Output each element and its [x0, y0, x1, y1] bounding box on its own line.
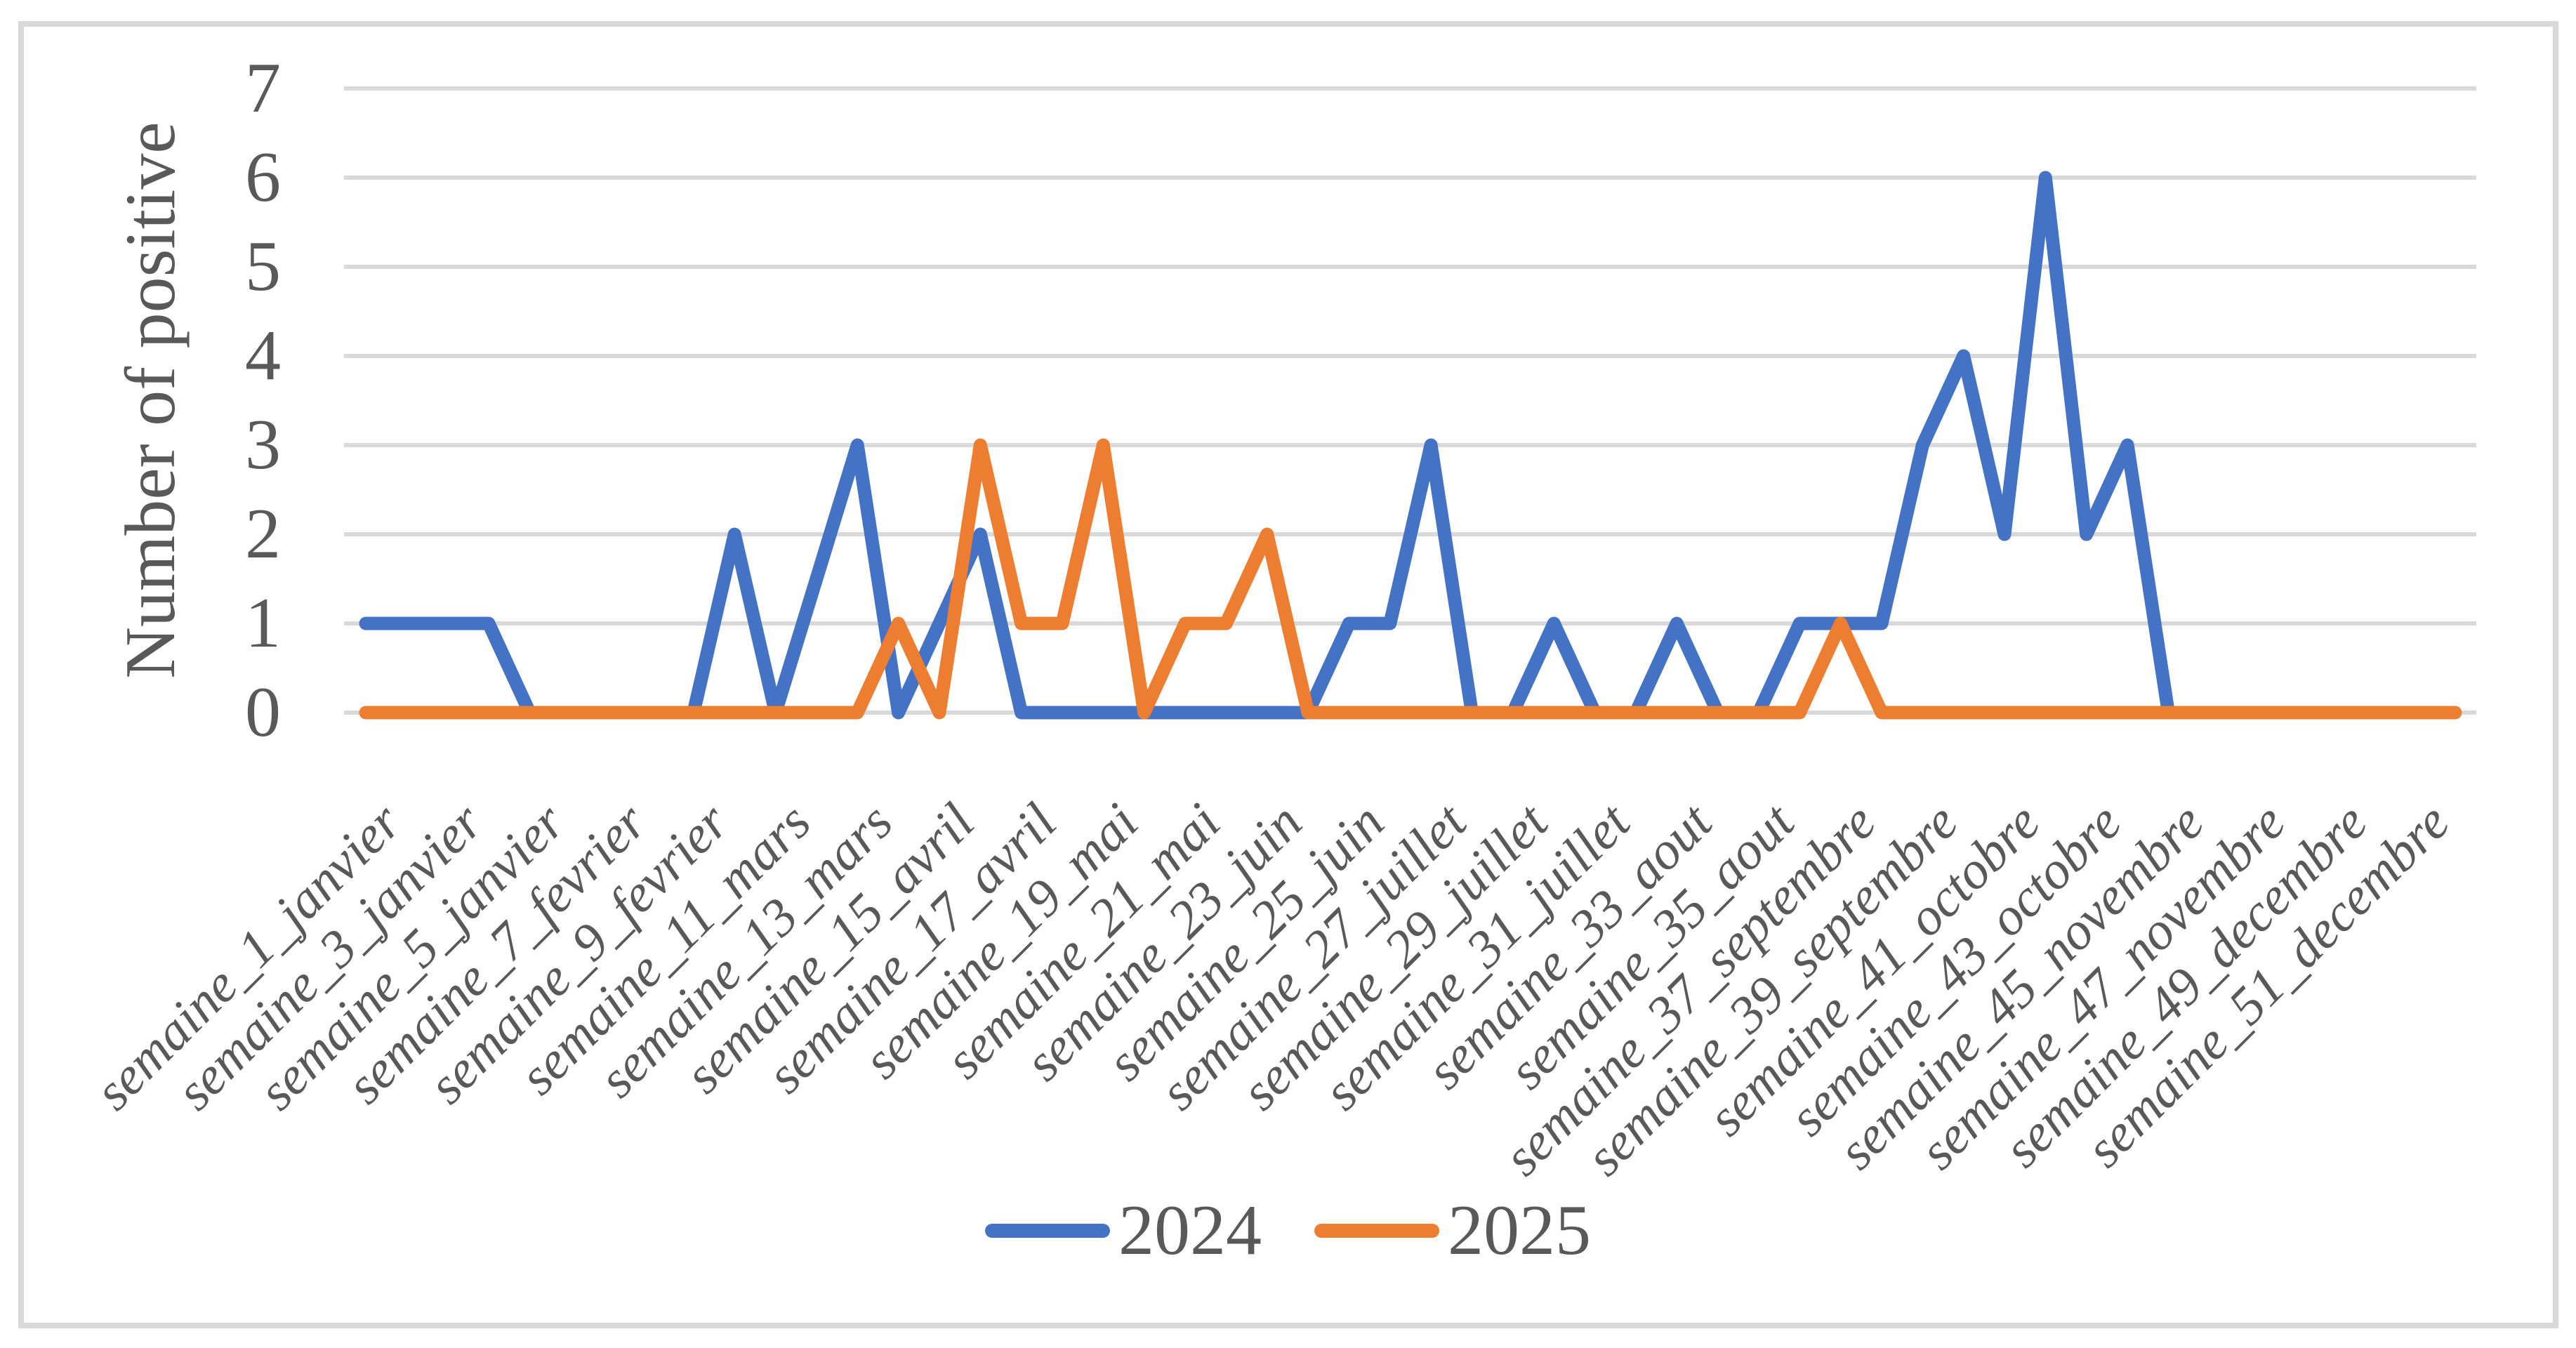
series-line-2025	[359, 438, 2462, 720]
legend-swatch-icon	[1314, 1224, 1439, 1238]
y-tick-label: 6	[245, 138, 281, 217]
legend-label: 2025	[1448, 1191, 1591, 1270]
figure-border	[18, 21, 2558, 1328]
y-tick-label: 7	[245, 48, 281, 128]
legend-item-2025: 2025	[1314, 1185, 1591, 1276]
y-tick-label: 0	[245, 673, 281, 752]
legend-swatch-icon	[985, 1224, 1110, 1238]
series-line-2024	[359, 171, 2462, 720]
legend-item-2024: 2024	[985, 1185, 1262, 1276]
y-tick-label: 4	[245, 316, 281, 395]
y-tick-label: 1	[245, 583, 281, 663]
y-tick-label: 2	[245, 494, 281, 574]
legend-label: 2024	[1118, 1191, 1262, 1270]
y-tick-label: 3	[245, 405, 281, 484]
legend: 2024 2025	[0, 1185, 2576, 1276]
y-tick-label: 5	[245, 227, 281, 306]
